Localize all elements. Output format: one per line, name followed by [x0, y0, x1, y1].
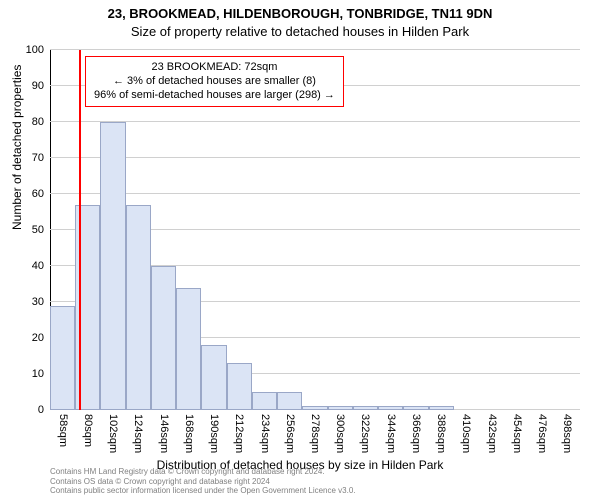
attribution-footer: Contains HM Land Registry data © Crown c… [50, 467, 356, 496]
x-tick-label: 432sqm [486, 414, 498, 453]
y-axis-label: Number of detached properties [10, 65, 24, 230]
bar [353, 406, 378, 410]
y-tick-label: 10 [32, 368, 44, 380]
bar [378, 406, 403, 410]
y-tick-label: 0 [38, 404, 44, 416]
info-box-line: ← 3% of detached houses are smaller (8) [94, 75, 335, 89]
bar [176, 288, 201, 410]
bar [151, 266, 176, 410]
x-tick-label: 190sqm [208, 414, 220, 453]
y-tick-label: 30 [32, 296, 44, 308]
footer-line: Contains HM Land Registry data © Crown c… [50, 467, 356, 477]
x-tick-label: 410sqm [460, 414, 472, 453]
y-tick-label: 80 [32, 116, 44, 128]
y-tick-label: 90 [32, 80, 44, 92]
x-tick-label: 344sqm [385, 414, 397, 453]
x-tick-label: 454sqm [511, 414, 523, 453]
bar [227, 363, 252, 410]
info-box-line: 96% of semi-detached houses are larger (… [94, 89, 335, 103]
title-line2: Size of property relative to detached ho… [0, 24, 600, 39]
y-tick-label: 70 [32, 152, 44, 164]
info-box: 23 BROOKMEAD: 72sqm← 3% of detached hous… [85, 56, 344, 107]
title-line1: 23, BROOKMEAD, HILDENBOROUGH, TONBRIDGE,… [0, 6, 600, 21]
x-tick-label: 300sqm [334, 414, 346, 453]
x-tick-label: 212sqm [233, 414, 245, 453]
x-tick-label: 146sqm [158, 414, 170, 453]
bar [302, 406, 327, 410]
gridline [50, 193, 580, 194]
x-tick-label: 498sqm [561, 414, 573, 453]
x-tick-label: 58sqm [57, 414, 69, 447]
x-tick-label: 322sqm [359, 414, 371, 453]
bar [429, 406, 454, 410]
bar [100, 122, 125, 410]
bar [201, 345, 226, 410]
footer-line: Contains public sector information licen… [50, 486, 356, 496]
y-tick-label: 40 [32, 260, 44, 272]
info-box-line: 23 BROOKMEAD: 72sqm [94, 61, 335, 75]
gridline [50, 49, 580, 50]
bar [328, 406, 353, 410]
bar [50, 306, 75, 410]
x-tick-label: 102sqm [107, 414, 119, 453]
bar [252, 392, 277, 410]
y-tick-label: 60 [32, 188, 44, 200]
gridline [50, 157, 580, 158]
footer-line: Contains OS data © Crown copyright and d… [50, 477, 356, 487]
bar [126, 205, 151, 410]
gridline [50, 121, 580, 122]
x-tick-label: 366sqm [410, 414, 422, 453]
y-tick-label: 100 [26, 44, 44, 56]
y-tick-label: 50 [32, 224, 44, 236]
bar [277, 392, 302, 410]
x-tick-label: 256sqm [284, 414, 296, 453]
x-tick-label: 278sqm [309, 414, 321, 453]
x-tick-label: 234sqm [259, 414, 271, 453]
chart-frame: 23, BROOKMEAD, HILDENBOROUGH, TONBRIDGE,… [0, 0, 600, 500]
x-tick-label: 124sqm [132, 414, 144, 453]
x-tick-label: 80sqm [82, 414, 94, 447]
x-tick-label: 168sqm [183, 414, 195, 453]
bar [403, 406, 428, 410]
reference-line [79, 50, 81, 410]
y-tick-label: 20 [32, 332, 44, 344]
x-tick-label: 476sqm [536, 414, 548, 453]
x-tick-label: 388sqm [435, 414, 447, 453]
